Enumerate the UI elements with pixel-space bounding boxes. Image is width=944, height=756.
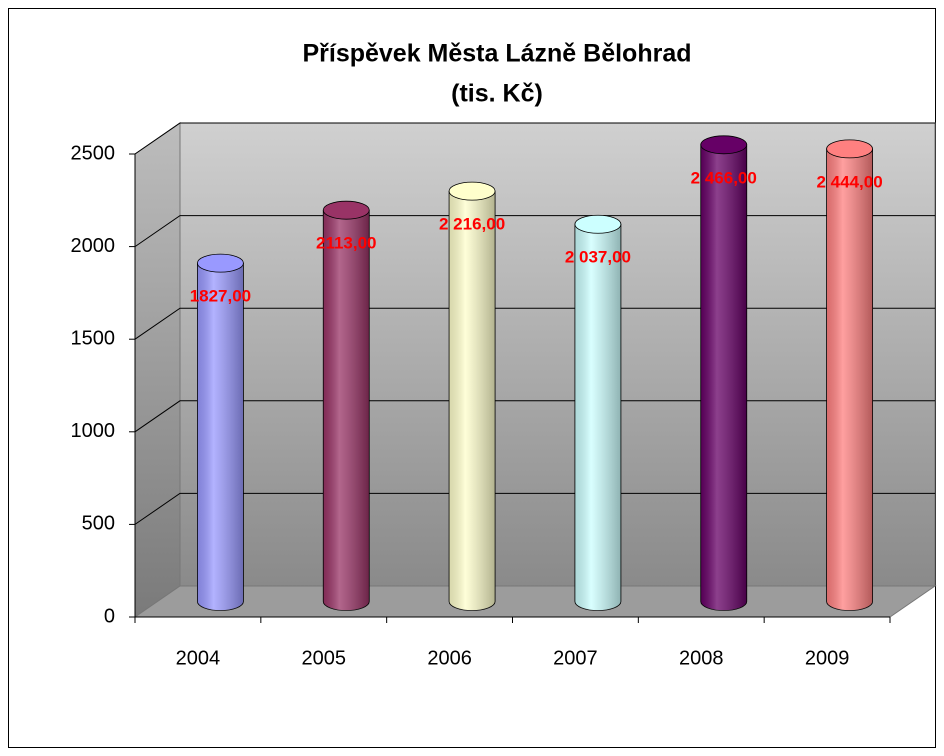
x-tick-label: 2007 [553,647,598,669]
cylinder-shade [826,148,873,611]
y-tick-label: 500 [82,513,115,535]
y-tick-label: 2500 [71,142,116,164]
value-label: 2 037,00 [565,248,631,267]
y-tick-label: 0 [104,605,115,627]
cylinder-shade [574,224,621,611]
value-label: 2 216,00 [439,215,505,234]
cylinder-top [826,139,873,159]
cylinder [197,253,244,611]
cylinder-shade [700,144,747,611]
y-tick-label: 1500 [71,327,116,349]
cylinder [700,135,748,611]
cylinder [322,200,370,611]
cylinder-shade [197,263,244,611]
cylinder-shade [323,210,370,611]
x-tick-label: 2008 [679,647,724,669]
side-wall [134,122,181,618]
x-tick-label: 2004 [176,647,221,669]
cylinder-top [322,200,370,220]
value-label: 2 444,00 [816,172,882,191]
y-tick-label: 2000 [71,235,116,257]
cylinder [448,181,496,611]
cylinder-top [197,253,244,273]
x-tick-label: 2009 [805,647,850,669]
cylinder-shade [449,191,496,611]
cylinder-top [700,135,748,155]
x-tick-label: 2005 [302,647,347,669]
chart-title: Příspěvek Města Lázně Bělohrad [302,40,691,68]
grid-line [134,307,935,340]
grid-line [134,400,935,433]
value-label: 2 466,00 [691,168,757,187]
floor [133,585,937,618]
y-tick-label: 1000 [71,420,116,442]
x-tick-label: 2006 [427,647,472,669]
grid-line [134,492,935,525]
back-wall [179,122,936,587]
cylinder [826,139,873,611]
value-label: 1827,00 [190,287,251,306]
cylinder [574,214,622,611]
chart-subtitle: (tis. Kč) [451,80,543,108]
value-label: 2113,00 [316,234,377,253]
cylinder-top [448,181,496,201]
grid-line [134,215,935,248]
grid-line [134,122,935,155]
cylinder-top [574,214,622,234]
